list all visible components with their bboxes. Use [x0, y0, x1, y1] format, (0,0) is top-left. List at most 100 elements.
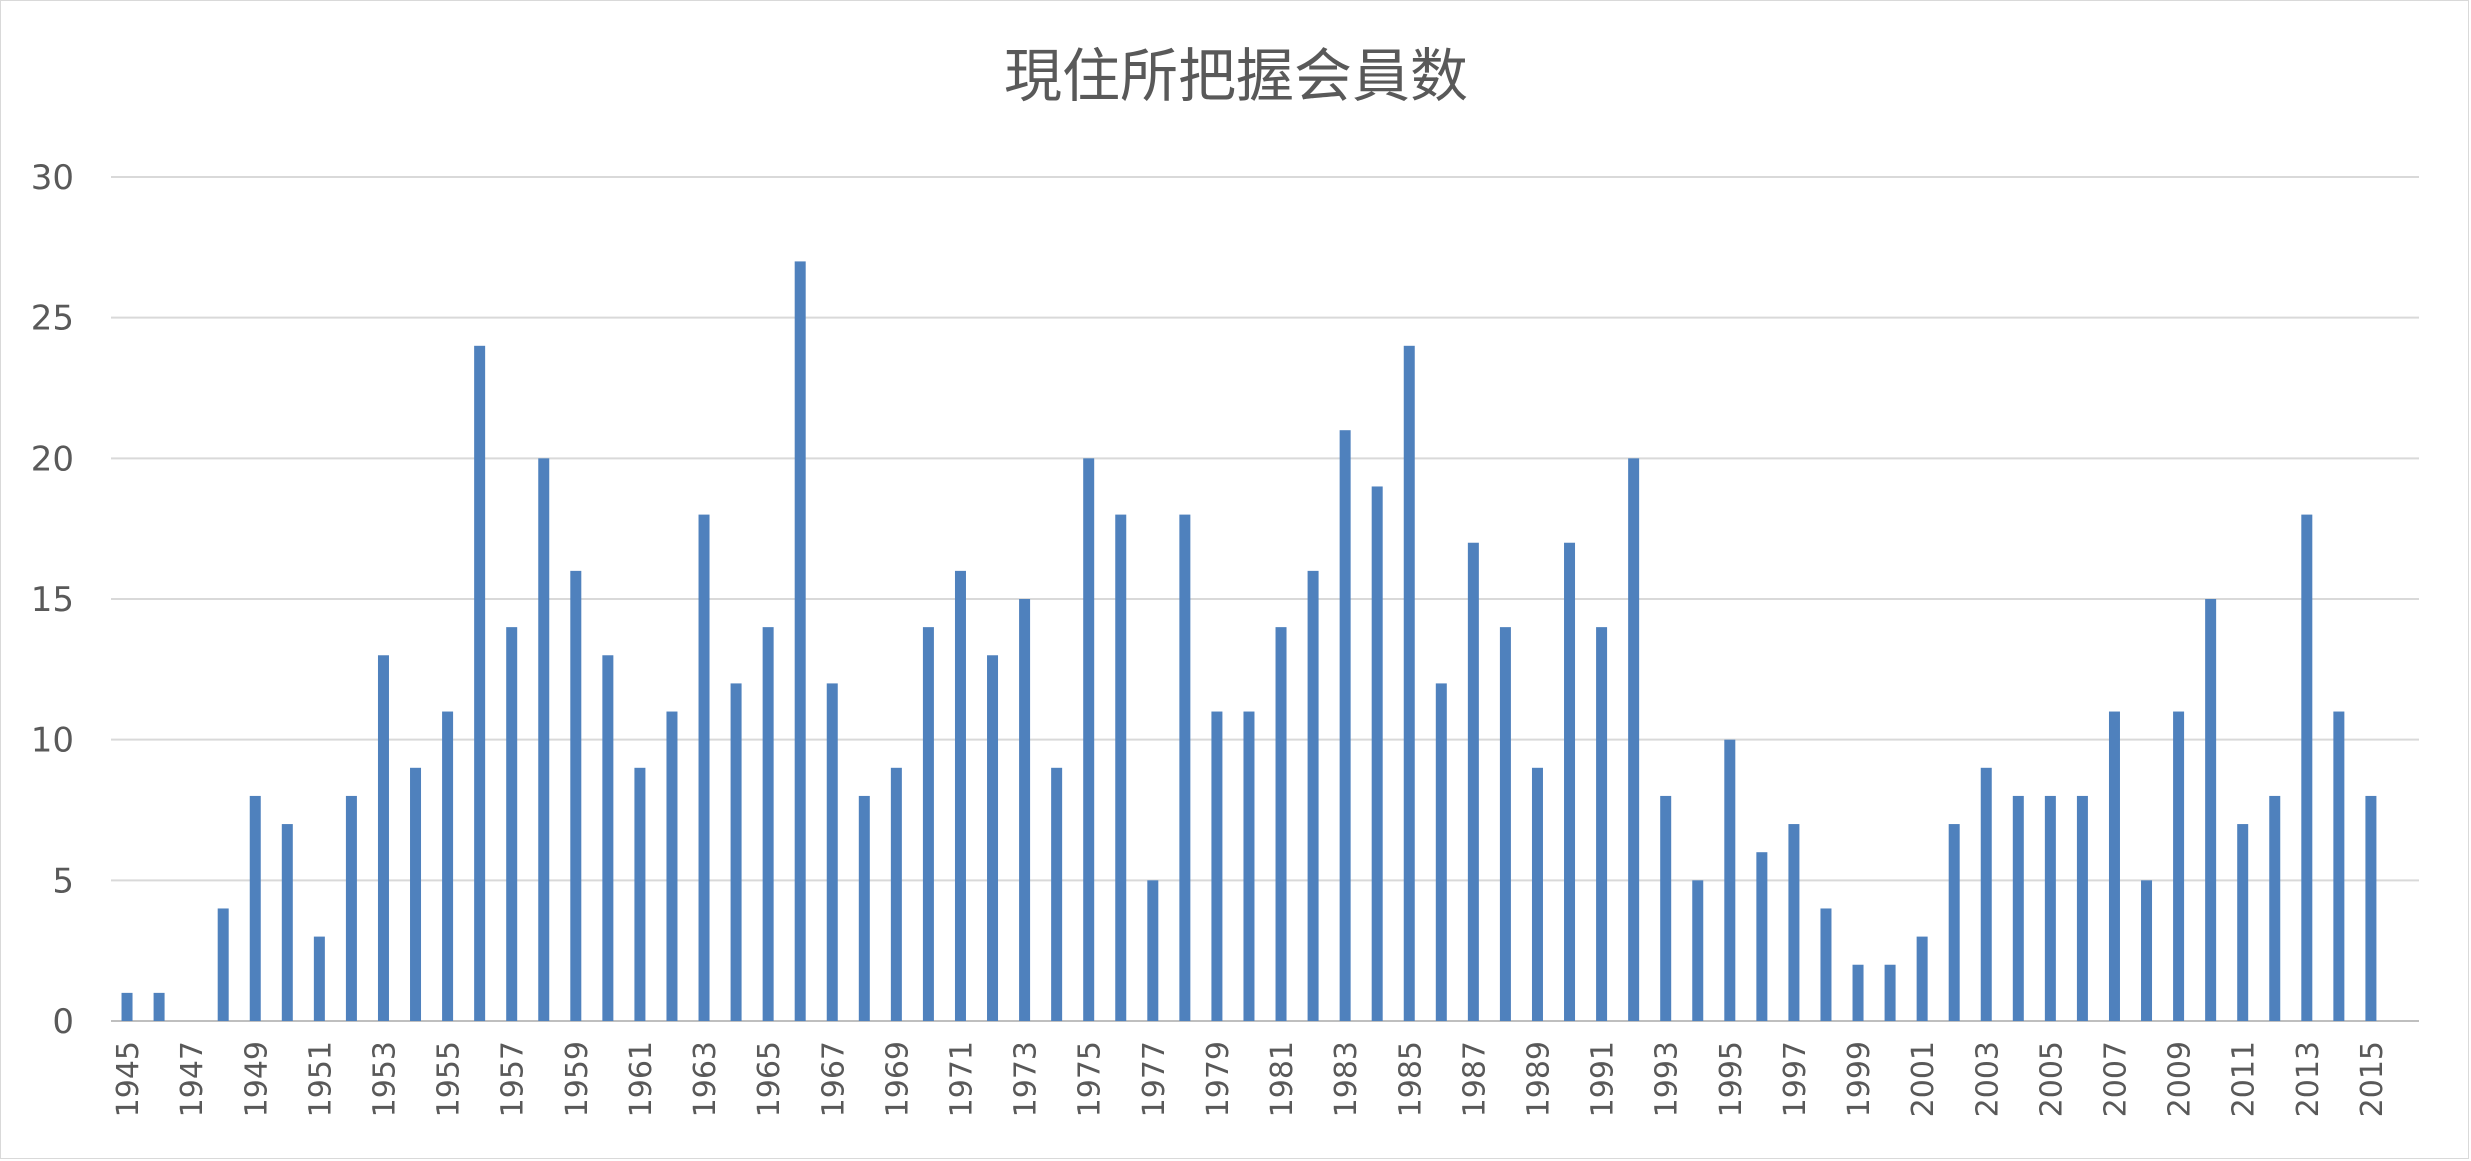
bar-1966 — [794, 261, 806, 1021]
bar-1967 — [826, 683, 838, 1021]
x-tick-label: 1991 — [1586, 1041, 1621, 1117]
bar-2010 — [2205, 599, 2217, 1021]
x-tick-label: 2001 — [1906, 1041, 1941, 1117]
y-tick-label: 25 — [31, 299, 74, 339]
bar-1986 — [1435, 683, 1447, 1021]
x-tick-label: 1993 — [1650, 1041, 1685, 1117]
bar-1959 — [570, 570, 582, 1021]
bar-1984 — [1371, 486, 1383, 1021]
x-axis-ticks: 1945 1947 1949 1951 1953 1955 1957 1959 1961 1963… — [111, 1041, 2390, 1117]
y-tick-label: 5 — [52, 861, 74, 901]
bar-1976 — [1115, 514, 1127, 1021]
bar-1975 — [1083, 458, 1095, 1021]
x-tick-label: 1977 — [1137, 1041, 1172, 1117]
x-tick-label: 1981 — [1265, 1041, 1300, 1117]
x-tick-label: 1973 — [1009, 1041, 1044, 1117]
y-tick-label: 15 — [31, 580, 74, 620]
y-tick-label: 30 — [31, 158, 74, 198]
bar-1962 — [666, 711, 678, 1021]
bar-1945 — [121, 992, 133, 1021]
bar-1971 — [954, 570, 966, 1021]
x-tick-label: 1985 — [1393, 1041, 1428, 1117]
bar-2001 — [1916, 936, 1928, 1021]
bar-1980 — [1243, 711, 1255, 1021]
bar-1949 — [249, 795, 261, 1021]
bar-1955 — [442, 711, 454, 1021]
bar-2009 — [2173, 711, 2185, 1021]
x-tick-label: 2011 — [2227, 1041, 2262, 1117]
bar-1988 — [1499, 627, 1511, 1021]
bar-1991 — [1596, 627, 1608, 1021]
chart-title: 現住所把握会員数 — [1004, 42, 1468, 110]
x-tick-label: 1957 — [496, 1041, 531, 1117]
x-tick-label: 1969 — [880, 1041, 915, 1117]
bar-1990 — [1564, 542, 1576, 1021]
bar-1957 — [506, 627, 518, 1021]
x-tick-label: 1963 — [688, 1041, 723, 1117]
x-tick-label: 1955 — [432, 1041, 467, 1117]
bar-2007 — [2108, 711, 2120, 1021]
bar-1950 — [281, 824, 293, 1021]
x-tick-label: 2005 — [2034, 1041, 2069, 1117]
x-tick-label: 2013 — [2291, 1041, 2326, 1117]
bar-1978 — [1179, 514, 1191, 1021]
x-tick-label: 1979 — [1201, 1041, 1236, 1117]
bar-1983 — [1339, 430, 1351, 1021]
x-tick-label: 1971 — [944, 1041, 979, 1117]
bar-1970 — [922, 627, 934, 1021]
bar-2011 — [2237, 824, 2249, 1021]
x-tick-label: 1989 — [1521, 1041, 1556, 1117]
x-tick-label: 1987 — [1457, 1041, 1492, 1117]
bar-1997 — [1788, 824, 1800, 1021]
bar-1987 — [1467, 542, 1479, 1021]
bar-1969 — [890, 767, 902, 1021]
x-tick-label: 1967 — [816, 1041, 851, 1117]
x-tick-label: 1949 — [239, 1041, 274, 1117]
bar-1994 — [1692, 880, 1704, 1021]
bar-1993 — [1660, 795, 1672, 1021]
bar-1974 — [1051, 767, 1063, 1021]
x-tick-label: 1983 — [1329, 1041, 1364, 1117]
x-tick-label: 2009 — [2163, 1041, 2198, 1117]
x-tick-label: 2007 — [2098, 1041, 2133, 1117]
x-tick-label: 1951 — [303, 1041, 338, 1117]
bar-1952 — [345, 795, 357, 1021]
gridlines — [111, 176, 2419, 1022]
x-tick-label: 1975 — [1073, 1041, 1108, 1117]
bar-1954 — [410, 767, 422, 1021]
bar-2002 — [1948, 824, 1960, 1021]
bar-2014 — [2333, 711, 2345, 1021]
x-tick-label: 1959 — [560, 1041, 595, 1117]
bar-2015 — [2365, 795, 2377, 1021]
bar-1958 — [538, 458, 550, 1021]
bar-1961 — [634, 767, 646, 1021]
y-tick-label: 10 — [31, 721, 74, 761]
bar-1999 — [1852, 964, 1864, 1021]
x-tick-label: 1945 — [111, 1041, 146, 1117]
bar-2004 — [2012, 795, 2024, 1021]
bar-1998 — [1820, 908, 1832, 1021]
x-tick-label: 1947 — [175, 1041, 210, 1117]
bar-2013 — [2301, 514, 2313, 1021]
x-tick-label: 1999 — [1842, 1041, 1877, 1117]
y-axis-ticks: 0 5 10 15 20 25 30 — [31, 158, 74, 1042]
bar-1963 — [698, 514, 710, 1021]
bar-1948 — [217, 908, 229, 1021]
x-tick-label: 1961 — [624, 1041, 659, 1117]
x-tick-label: 1995 — [1714, 1041, 1749, 1117]
bar-1985 — [1403, 345, 1415, 1021]
x-tick-label: 2003 — [1970, 1041, 2005, 1117]
x-tick-label: 1953 — [367, 1041, 402, 1117]
bar-1972 — [987, 655, 999, 1021]
bar-1973 — [1019, 599, 1031, 1021]
bar-2000 — [1884, 964, 1896, 1021]
bar-2008 — [2141, 880, 2153, 1021]
bar-1979 — [1211, 711, 1223, 1021]
bar-1956 — [474, 345, 486, 1021]
x-tick-label: 1997 — [1778, 1041, 1813, 1117]
bar-1951 — [313, 936, 325, 1021]
x-tick-label: 2015 — [2355, 1041, 2390, 1117]
y-tick-label: 20 — [31, 439, 74, 479]
